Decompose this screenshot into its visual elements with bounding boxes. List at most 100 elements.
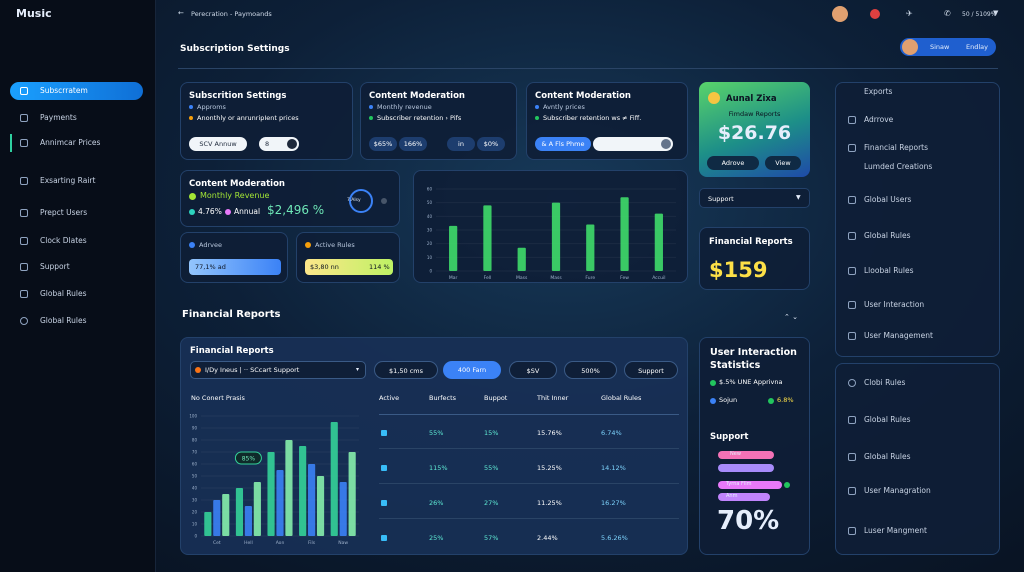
select[interactable] (190, 361, 366, 379)
y-tick-label: 0 (194, 534, 197, 539)
ring-label: 7.Alsy (347, 198, 361, 203)
bar (222, 494, 230, 536)
grouped-bar-chart: No Conert Prasis 0 10 20 30 40 50 60 70 80 90 100 Ce… (189, 394, 359, 546)
nav-active[interactable] (10, 82, 143, 100)
pill-label: Tyrna Fllm (726, 481, 752, 487)
menu-item[interactable]: Lloobal Rules (864, 266, 914, 275)
menu-item[interactable]: User Managration (864, 486, 931, 495)
table-cell: 11.25% (537, 499, 562, 507)
field[interactable]: SCV Annuw (189, 137, 247, 151)
section-title: Financial Reports (182, 309, 281, 320)
y-tick-label: 30 (192, 498, 198, 503)
slider[interactable] (593, 137, 673, 151)
bar (449, 225, 458, 271)
x-tick-label: Few (620, 275, 629, 281)
y-tick-label: 10 (427, 255, 433, 260)
bullet (710, 398, 716, 404)
financial-card: Financial Reports $159 (699, 227, 810, 290)
annual: Annual (234, 207, 261, 216)
toggle-option[interactable]: Endlay (966, 43, 988, 51)
approve-card: Adrvee 77,1% ad (180, 232, 288, 283)
select-label: Support (708, 195, 734, 203)
chip[interactable]: & A Fls Phme (535, 137, 591, 151)
bar (654, 213, 663, 271)
nav-item[interactable]: Payments (40, 113, 77, 122)
select-label: I/Dy Ineus | ·· SCcart Support (205, 366, 300, 374)
bar (551, 202, 561, 271)
bar (517, 247, 526, 271)
stats-pct: 6.8% (777, 396, 794, 404)
nav-item[interactable]: Exsarting Rairt (40, 176, 96, 185)
chip[interactable]: $65% (369, 137, 397, 151)
moderation-card: Content Moderation Avntly prices Subscri… (526, 82, 688, 160)
menu-item[interactable]: User Management (864, 331, 933, 340)
menu-item[interactable]: User Interaction (864, 300, 925, 309)
y-tick-label: 20 (192, 510, 198, 515)
ring (349, 189, 373, 213)
y-tick-label: 80 (192, 438, 198, 443)
breadcrumb-arrow[interactable]: ← (178, 9, 184, 17)
promo-card: Aunal Zixa Fimdaw Reports $26.76 Adrove … (699, 82, 810, 177)
promo-button[interactable]: Adrove (707, 156, 759, 170)
notification-icon[interactable] (870, 9, 880, 19)
annotation-bg (234, 451, 262, 465)
chart-title: No Conert Prasis (191, 394, 245, 402)
menu-item[interactable]: Global Rules (864, 452, 911, 461)
collapse[interactable]: ⌃ ⌄ (784, 313, 798, 321)
bullet (189, 209, 195, 215)
chip[interactable]: in (447, 137, 475, 151)
nav-item[interactable]: Clock Dlates (40, 236, 87, 245)
card-line: Subscriber retention › Pifs (377, 114, 462, 122)
promo-button[interactable]: View (765, 156, 801, 170)
menu-item[interactable]: Exports (864, 87, 893, 96)
nav-item[interactable]: Global Rules (40, 316, 87, 325)
nav-item[interactable]: Support (40, 262, 70, 271)
avatar[interactable] (832, 6, 848, 22)
settings-icon[interactable]: ✈ (906, 9, 913, 18)
table-cell: 5.6.26% (601, 534, 628, 542)
menu-item[interactable]: Clobi Rules (864, 378, 906, 387)
table-cell: 27% (484, 499, 499, 507)
bar (253, 482, 261, 536)
menu-item[interactable]: Adrrove (864, 115, 894, 124)
chip-active[interactable]: 400 Farn (443, 361, 501, 379)
chip[interactable]: $1,50 cms (374, 361, 438, 379)
support-select[interactable]: Support ▼ (699, 188, 810, 208)
toggle-option[interactable]: Sinaw (930, 43, 950, 51)
chip[interactable]: $0% (477, 137, 505, 151)
logo[interactable]: Music (16, 7, 52, 20)
bar (308, 464, 316, 536)
nav-item[interactable]: Prepct Users (40, 208, 88, 217)
chip[interactable]: Support (624, 361, 678, 379)
bar (285, 440, 293, 536)
nav-icon (20, 237, 28, 245)
menu-item[interactable]: Lumded Creations (864, 162, 933, 171)
nav-item[interactable]: Subscrratem (40, 86, 88, 95)
menu-item[interactable]: Global Rules (864, 231, 911, 240)
bullet (768, 398, 774, 404)
menu-item[interactable]: Luser Mangment (864, 526, 927, 535)
stats-line: $.5% UNE Apprivna (719, 378, 783, 386)
table-cell: 15.76% (537, 429, 562, 437)
chip[interactable]: $SV (509, 361, 557, 379)
row-icon (381, 500, 387, 506)
status-caret[interactable]: ▼ (993, 9, 999, 17)
menu-item[interactable]: Global Rules (864, 415, 911, 424)
nav-item[interactable]: Annimcar Prices (40, 138, 101, 147)
x-tick-label: Mass (516, 275, 528, 281)
phone-icon[interactable]: ✆ (944, 9, 951, 18)
nav-item[interactable]: Global Rules (40, 289, 87, 298)
card-title: Financial Reports (709, 237, 793, 247)
chip[interactable]: 500% (564, 361, 617, 379)
bullet (189, 242, 195, 248)
chip[interactable]: 166% (399, 137, 427, 151)
toggle[interactable] (900, 38, 996, 56)
menu-item[interactable]: Global Users (864, 195, 912, 204)
table-cell: 25% (429, 534, 444, 542)
card-sub: Approms (197, 103, 226, 111)
menu-icon (848, 232, 856, 240)
card-sub: Avntly prices (543, 103, 585, 111)
menu-item[interactable]: Financial Reports (864, 143, 928, 152)
nav-icon (20, 317, 28, 325)
